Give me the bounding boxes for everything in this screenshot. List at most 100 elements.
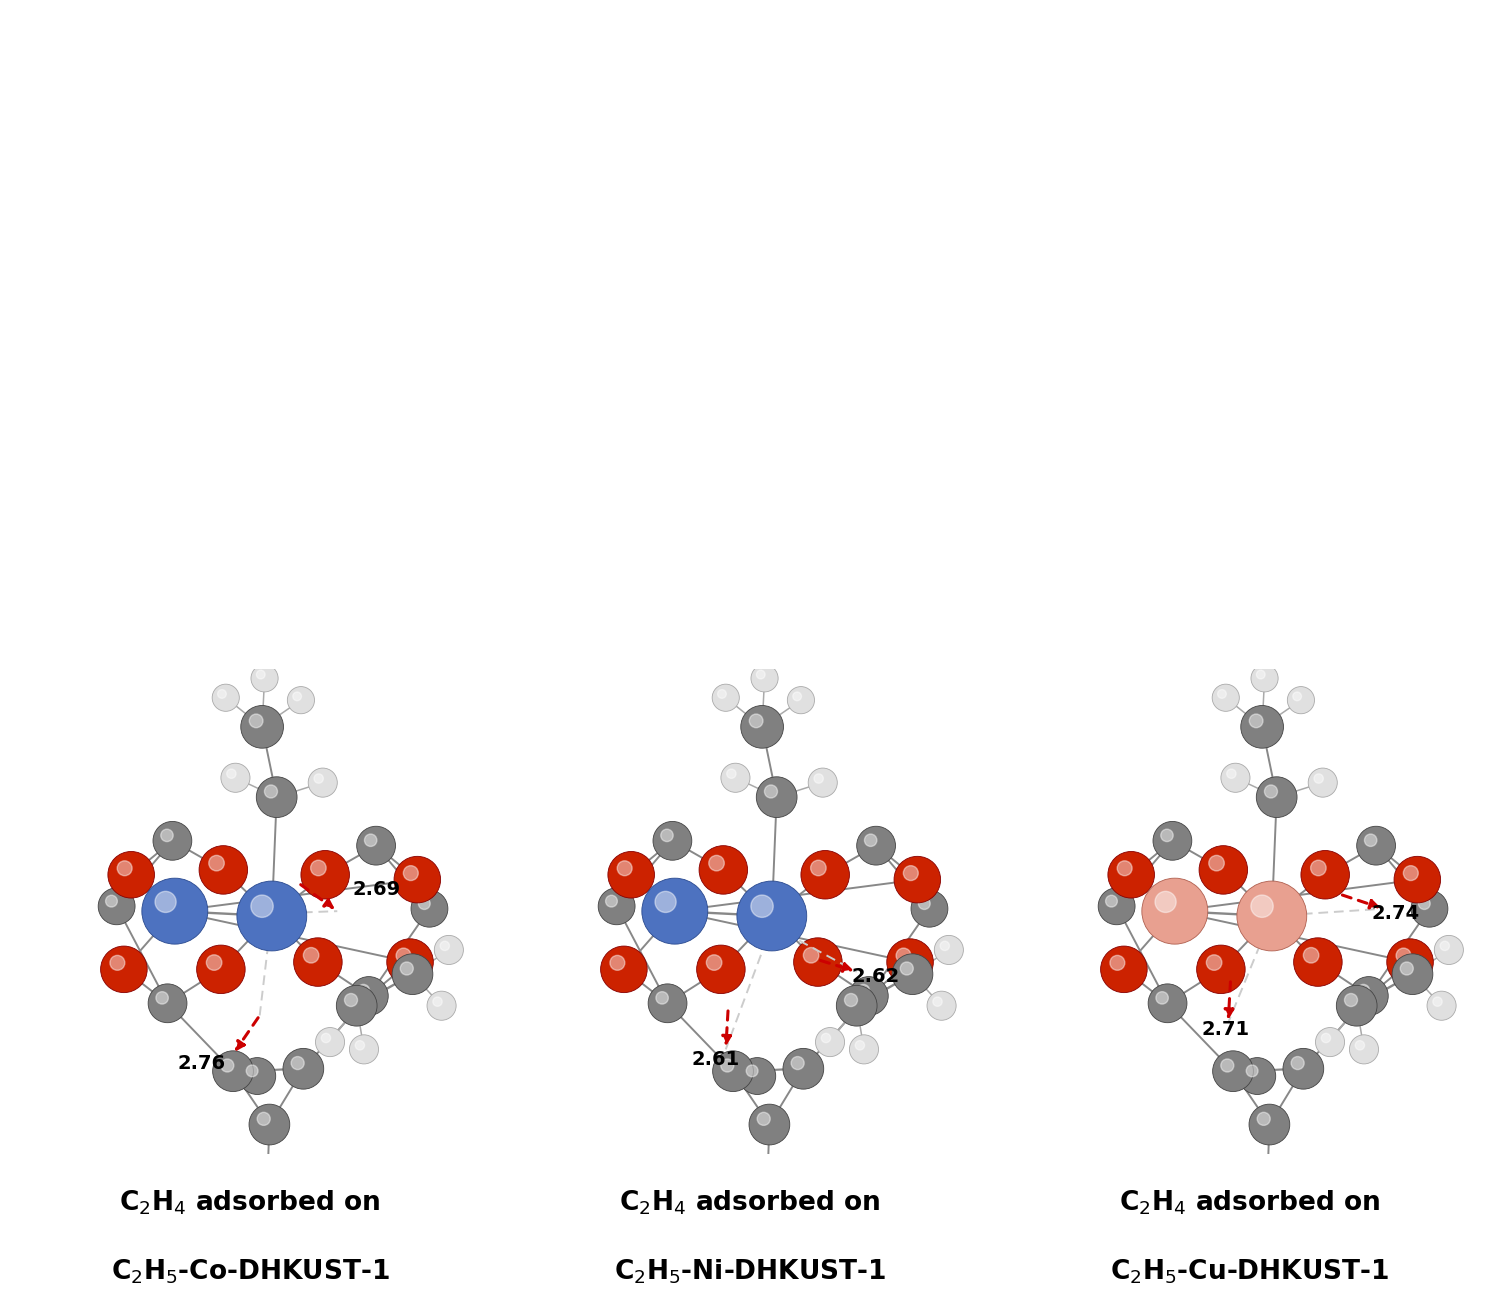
Circle shape xyxy=(213,1051,254,1092)
Circle shape xyxy=(1251,665,1278,692)
Circle shape xyxy=(1287,687,1314,713)
Circle shape xyxy=(220,1059,234,1072)
Circle shape xyxy=(894,856,940,903)
Circle shape xyxy=(1098,888,1136,924)
Circle shape xyxy=(699,846,747,894)
Circle shape xyxy=(249,1104,290,1145)
Circle shape xyxy=(790,1057,804,1070)
Circle shape xyxy=(892,954,933,995)
Text: 2.61: 2.61 xyxy=(692,1050,740,1068)
Circle shape xyxy=(1257,1112,1270,1125)
Circle shape xyxy=(302,851,350,899)
Circle shape xyxy=(345,994,357,1007)
Circle shape xyxy=(1426,991,1456,1020)
Circle shape xyxy=(752,895,772,918)
Circle shape xyxy=(1251,1176,1268,1193)
Circle shape xyxy=(1221,1059,1234,1072)
Circle shape xyxy=(849,1034,879,1065)
Circle shape xyxy=(435,935,463,965)
Circle shape xyxy=(934,935,963,965)
Circle shape xyxy=(226,770,236,779)
Circle shape xyxy=(433,996,442,1007)
Circle shape xyxy=(242,705,284,749)
Circle shape xyxy=(1300,851,1350,899)
Circle shape xyxy=(1440,941,1449,950)
Circle shape xyxy=(1257,670,1264,679)
Circle shape xyxy=(350,977,388,1016)
Circle shape xyxy=(794,692,801,700)
Circle shape xyxy=(1316,1028,1344,1057)
Circle shape xyxy=(1250,714,1263,728)
Circle shape xyxy=(756,777,796,818)
Circle shape xyxy=(154,891,176,912)
Text: C$_2$H$_4$ adsorbed on: C$_2$H$_4$ adsorbed on xyxy=(620,1188,880,1217)
Circle shape xyxy=(1322,1033,1330,1042)
Circle shape xyxy=(740,1058,776,1095)
Text: 2.71: 2.71 xyxy=(1202,1020,1249,1040)
Circle shape xyxy=(610,956,626,970)
Circle shape xyxy=(108,851,154,898)
Circle shape xyxy=(765,785,777,798)
Circle shape xyxy=(1240,705,1284,749)
Circle shape xyxy=(117,861,132,876)
Circle shape xyxy=(1106,895,1118,907)
Circle shape xyxy=(209,855,225,871)
Circle shape xyxy=(1108,851,1155,898)
Circle shape xyxy=(910,890,948,927)
Circle shape xyxy=(600,947,646,992)
Circle shape xyxy=(148,983,188,1023)
Circle shape xyxy=(1212,1051,1254,1092)
Circle shape xyxy=(1110,956,1125,970)
Circle shape xyxy=(211,684,240,712)
Circle shape xyxy=(1292,1057,1304,1070)
Circle shape xyxy=(392,954,433,995)
Circle shape xyxy=(1304,948,1318,964)
Circle shape xyxy=(303,948,320,964)
Text: 2.69: 2.69 xyxy=(352,880,401,899)
Circle shape xyxy=(598,888,634,924)
Circle shape xyxy=(1246,1065,1258,1076)
Text: C$_2$H$_5$-Ni-DHKUST-1: C$_2$H$_5$-Ni-DHKUST-1 xyxy=(614,1257,886,1286)
Circle shape xyxy=(142,878,208,944)
Circle shape xyxy=(400,962,414,975)
Circle shape xyxy=(251,665,278,692)
Text: C$_2$H$_4$ adsorbed on: C$_2$H$_4$ adsorbed on xyxy=(120,1188,381,1217)
Circle shape xyxy=(1250,1104,1290,1145)
Circle shape xyxy=(886,939,933,986)
Circle shape xyxy=(110,956,125,970)
Circle shape xyxy=(251,895,273,918)
Circle shape xyxy=(750,714,764,728)
Circle shape xyxy=(662,829,674,842)
Circle shape xyxy=(321,1033,330,1042)
Circle shape xyxy=(740,1165,794,1219)
Circle shape xyxy=(1239,1058,1275,1095)
Circle shape xyxy=(856,985,870,996)
Circle shape xyxy=(794,937,842,986)
Circle shape xyxy=(748,1104,790,1145)
Circle shape xyxy=(256,1112,270,1125)
Circle shape xyxy=(750,1176,768,1193)
Circle shape xyxy=(855,1041,864,1050)
Circle shape xyxy=(98,888,135,924)
Circle shape xyxy=(837,986,878,1027)
Circle shape xyxy=(1212,684,1239,712)
Circle shape xyxy=(217,690,226,699)
Circle shape xyxy=(156,991,168,1004)
Circle shape xyxy=(315,1028,345,1057)
Circle shape xyxy=(849,977,888,1016)
Circle shape xyxy=(238,1058,276,1095)
Circle shape xyxy=(153,822,192,860)
Circle shape xyxy=(1419,898,1430,910)
Circle shape xyxy=(357,985,369,996)
Circle shape xyxy=(1434,935,1464,965)
Circle shape xyxy=(1142,878,1208,944)
Circle shape xyxy=(284,1049,324,1089)
Circle shape xyxy=(1350,1034,1378,1065)
Circle shape xyxy=(844,994,858,1007)
Circle shape xyxy=(336,986,376,1027)
Circle shape xyxy=(801,851,849,899)
Circle shape xyxy=(404,865,418,881)
Circle shape xyxy=(1365,834,1377,847)
Circle shape xyxy=(1240,1165,1294,1219)
Circle shape xyxy=(606,895,618,907)
